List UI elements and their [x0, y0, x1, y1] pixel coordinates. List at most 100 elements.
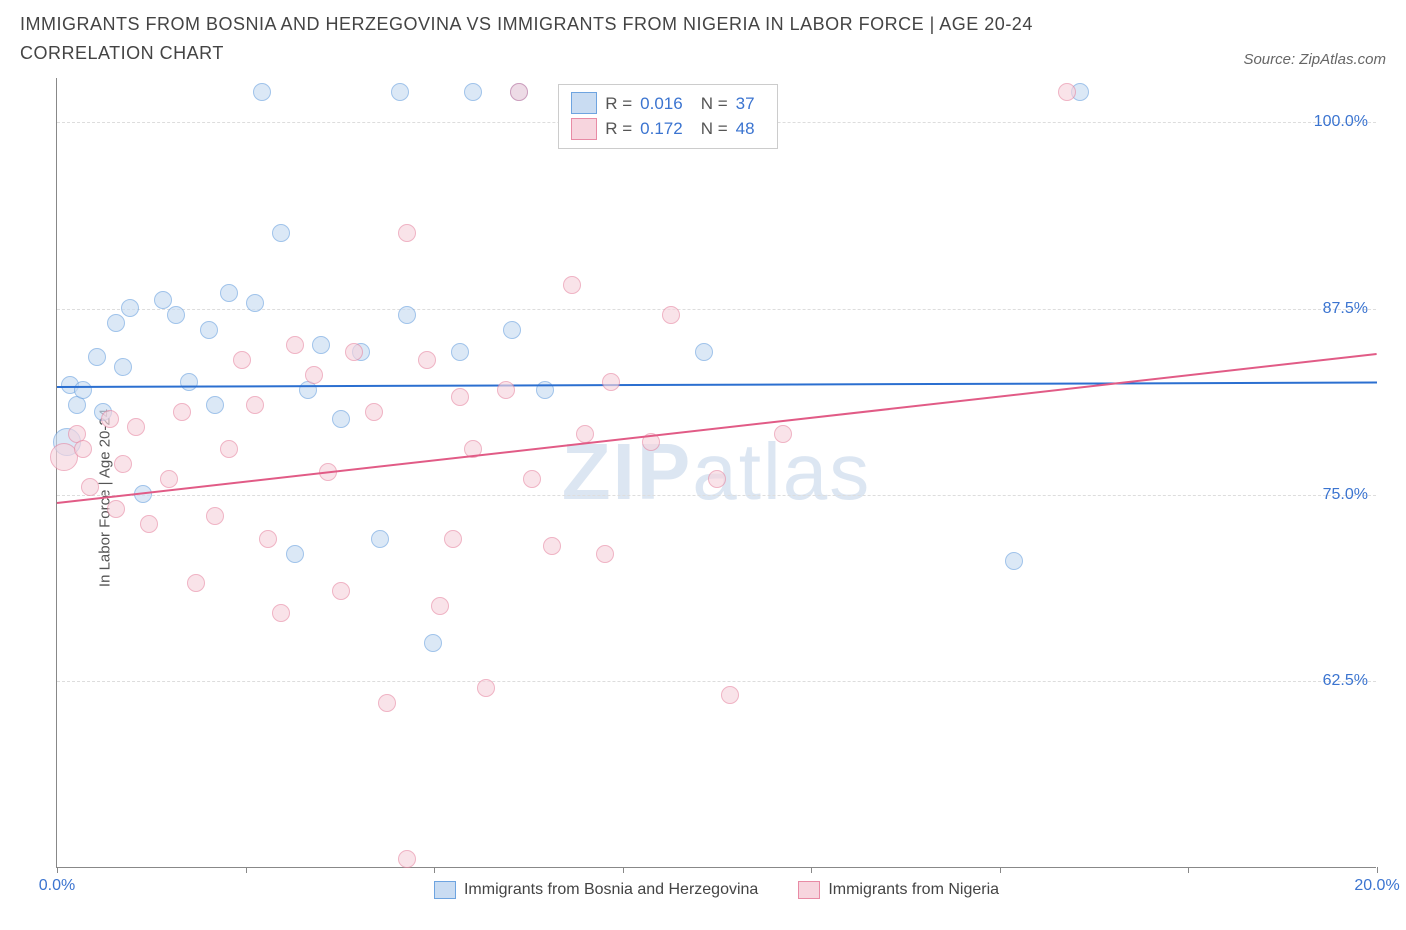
- scatter-point: [464, 83, 482, 101]
- scatter-point: [510, 83, 528, 101]
- series-name: Immigrants from Nigeria: [828, 881, 999, 899]
- scatter-point: [121, 299, 139, 317]
- scatter-point: [272, 224, 290, 242]
- scatter-point: [563, 276, 581, 294]
- scatter-point: [259, 530, 277, 548]
- x-tick: [434, 867, 435, 873]
- scatter-point: [424, 634, 442, 652]
- legend-row: R = 0.016 N = 37: [571, 91, 764, 117]
- series-legend-item: Immigrants from Nigeria: [798, 881, 999, 899]
- scatter-point: [378, 694, 396, 712]
- chart-title: IMMIGRANTS FROM BOSNIA AND HERZEGOVINA V…: [20, 10, 1120, 68]
- x-tick: [1188, 867, 1189, 873]
- scatter-point: [233, 351, 251, 369]
- scatter-point: [173, 403, 191, 421]
- scatter-point: [180, 373, 198, 391]
- scatter-point: [332, 410, 350, 428]
- legend-n-label: N =: [701, 116, 728, 142]
- scatter-point: [160, 470, 178, 488]
- scatter-point: [596, 545, 614, 563]
- scatter-point: [81, 478, 99, 496]
- legend-n-value: 37: [736, 91, 755, 117]
- scatter-point: [451, 388, 469, 406]
- x-tick: [246, 867, 247, 873]
- legend-r-label: R =: [605, 91, 632, 117]
- series-swatch: [798, 881, 820, 899]
- scatter-point: [444, 530, 462, 548]
- scatter-point: [140, 515, 158, 533]
- scatter-point: [345, 343, 363, 361]
- scatter-point: [246, 396, 264, 414]
- scatter-point: [206, 396, 224, 414]
- scatter-point: [167, 306, 185, 324]
- scatter-point: [477, 679, 495, 697]
- x-tick: [1377, 867, 1378, 873]
- scatter-point: [286, 336, 304, 354]
- scatter-point: [272, 604, 290, 622]
- scatter-point: [101, 410, 119, 428]
- scatter-point: [114, 358, 132, 376]
- scatter-point: [88, 348, 106, 366]
- scatter-point: [708, 470, 726, 488]
- x-tick: [623, 867, 624, 873]
- x-tick: [57, 867, 58, 873]
- scatter-point: [391, 83, 409, 101]
- scatter-point: [286, 545, 304, 563]
- chart-container: In Labor Force | Age 20-24 ZIPatlas 62.5…: [10, 78, 1396, 918]
- legend-n-value: 48: [736, 116, 755, 142]
- scatter-point: [398, 850, 416, 868]
- scatter-point: [451, 343, 469, 361]
- trend-line: [57, 382, 1377, 388]
- legend-r-value: 0.016: [640, 91, 683, 117]
- legend-n-label: N =: [701, 91, 728, 117]
- series-legend: Immigrants from Bosnia and Herzegovina Im…: [57, 881, 1376, 899]
- scatter-point: [371, 530, 389, 548]
- scatter-point: [365, 403, 383, 421]
- series-legend-item: Immigrants from Bosnia and Herzegovina: [434, 881, 758, 899]
- x-tick: [1000, 867, 1001, 873]
- x-tick: [811, 867, 812, 873]
- scatter-point: [305, 366, 323, 384]
- scatter-point: [418, 351, 436, 369]
- gridline: [57, 495, 1376, 496]
- scatter-point: [523, 470, 541, 488]
- scatter-point: [253, 83, 271, 101]
- scatter-point: [543, 537, 561, 555]
- scatter-point: [107, 314, 125, 332]
- scatter-point: [536, 381, 554, 399]
- scatter-point: [74, 381, 92, 399]
- scatter-point: [662, 306, 680, 324]
- scatter-point: [114, 455, 132, 473]
- scatter-point: [602, 373, 620, 391]
- series-swatch: [434, 881, 456, 899]
- scatter-point: [220, 440, 238, 458]
- series-name: Immigrants from Bosnia and Herzegovina: [464, 881, 758, 899]
- correlation-legend: R = 0.016 N = 37R = 0.172 N = 48: [558, 84, 777, 149]
- scatter-point: [431, 597, 449, 615]
- scatter-point: [398, 306, 416, 324]
- scatter-point: [50, 443, 78, 471]
- scatter-point: [1005, 552, 1023, 570]
- legend-swatch: [571, 118, 597, 140]
- scatter-point: [187, 574, 205, 592]
- y-tick-label: 87.5%: [1323, 300, 1368, 318]
- legend-r-value: 0.172: [640, 116, 683, 142]
- gridline: [57, 681, 1376, 682]
- y-tick-label: 75.0%: [1323, 486, 1368, 504]
- legend-swatch: [571, 92, 597, 114]
- scatter-point: [398, 224, 416, 242]
- y-tick-label: 100.0%: [1314, 113, 1368, 131]
- scatter-point: [74, 440, 92, 458]
- scatter-point: [332, 582, 350, 600]
- scatter-point: [695, 343, 713, 361]
- legend-row: R =0.172N =48: [571, 116, 764, 142]
- scatter-point: [107, 500, 125, 518]
- scatter-point: [312, 336, 330, 354]
- scatter-point: [246, 294, 264, 312]
- scatter-point: [503, 321, 521, 339]
- scatter-point: [220, 284, 238, 302]
- scatter-point: [127, 418, 145, 436]
- source-attribution: Source: ZipAtlas.com: [1243, 51, 1386, 68]
- plot-area: ZIPatlas 62.5%75.0%87.5%100.0%0.0%20.0%R…: [56, 78, 1376, 868]
- scatter-point: [1058, 83, 1076, 101]
